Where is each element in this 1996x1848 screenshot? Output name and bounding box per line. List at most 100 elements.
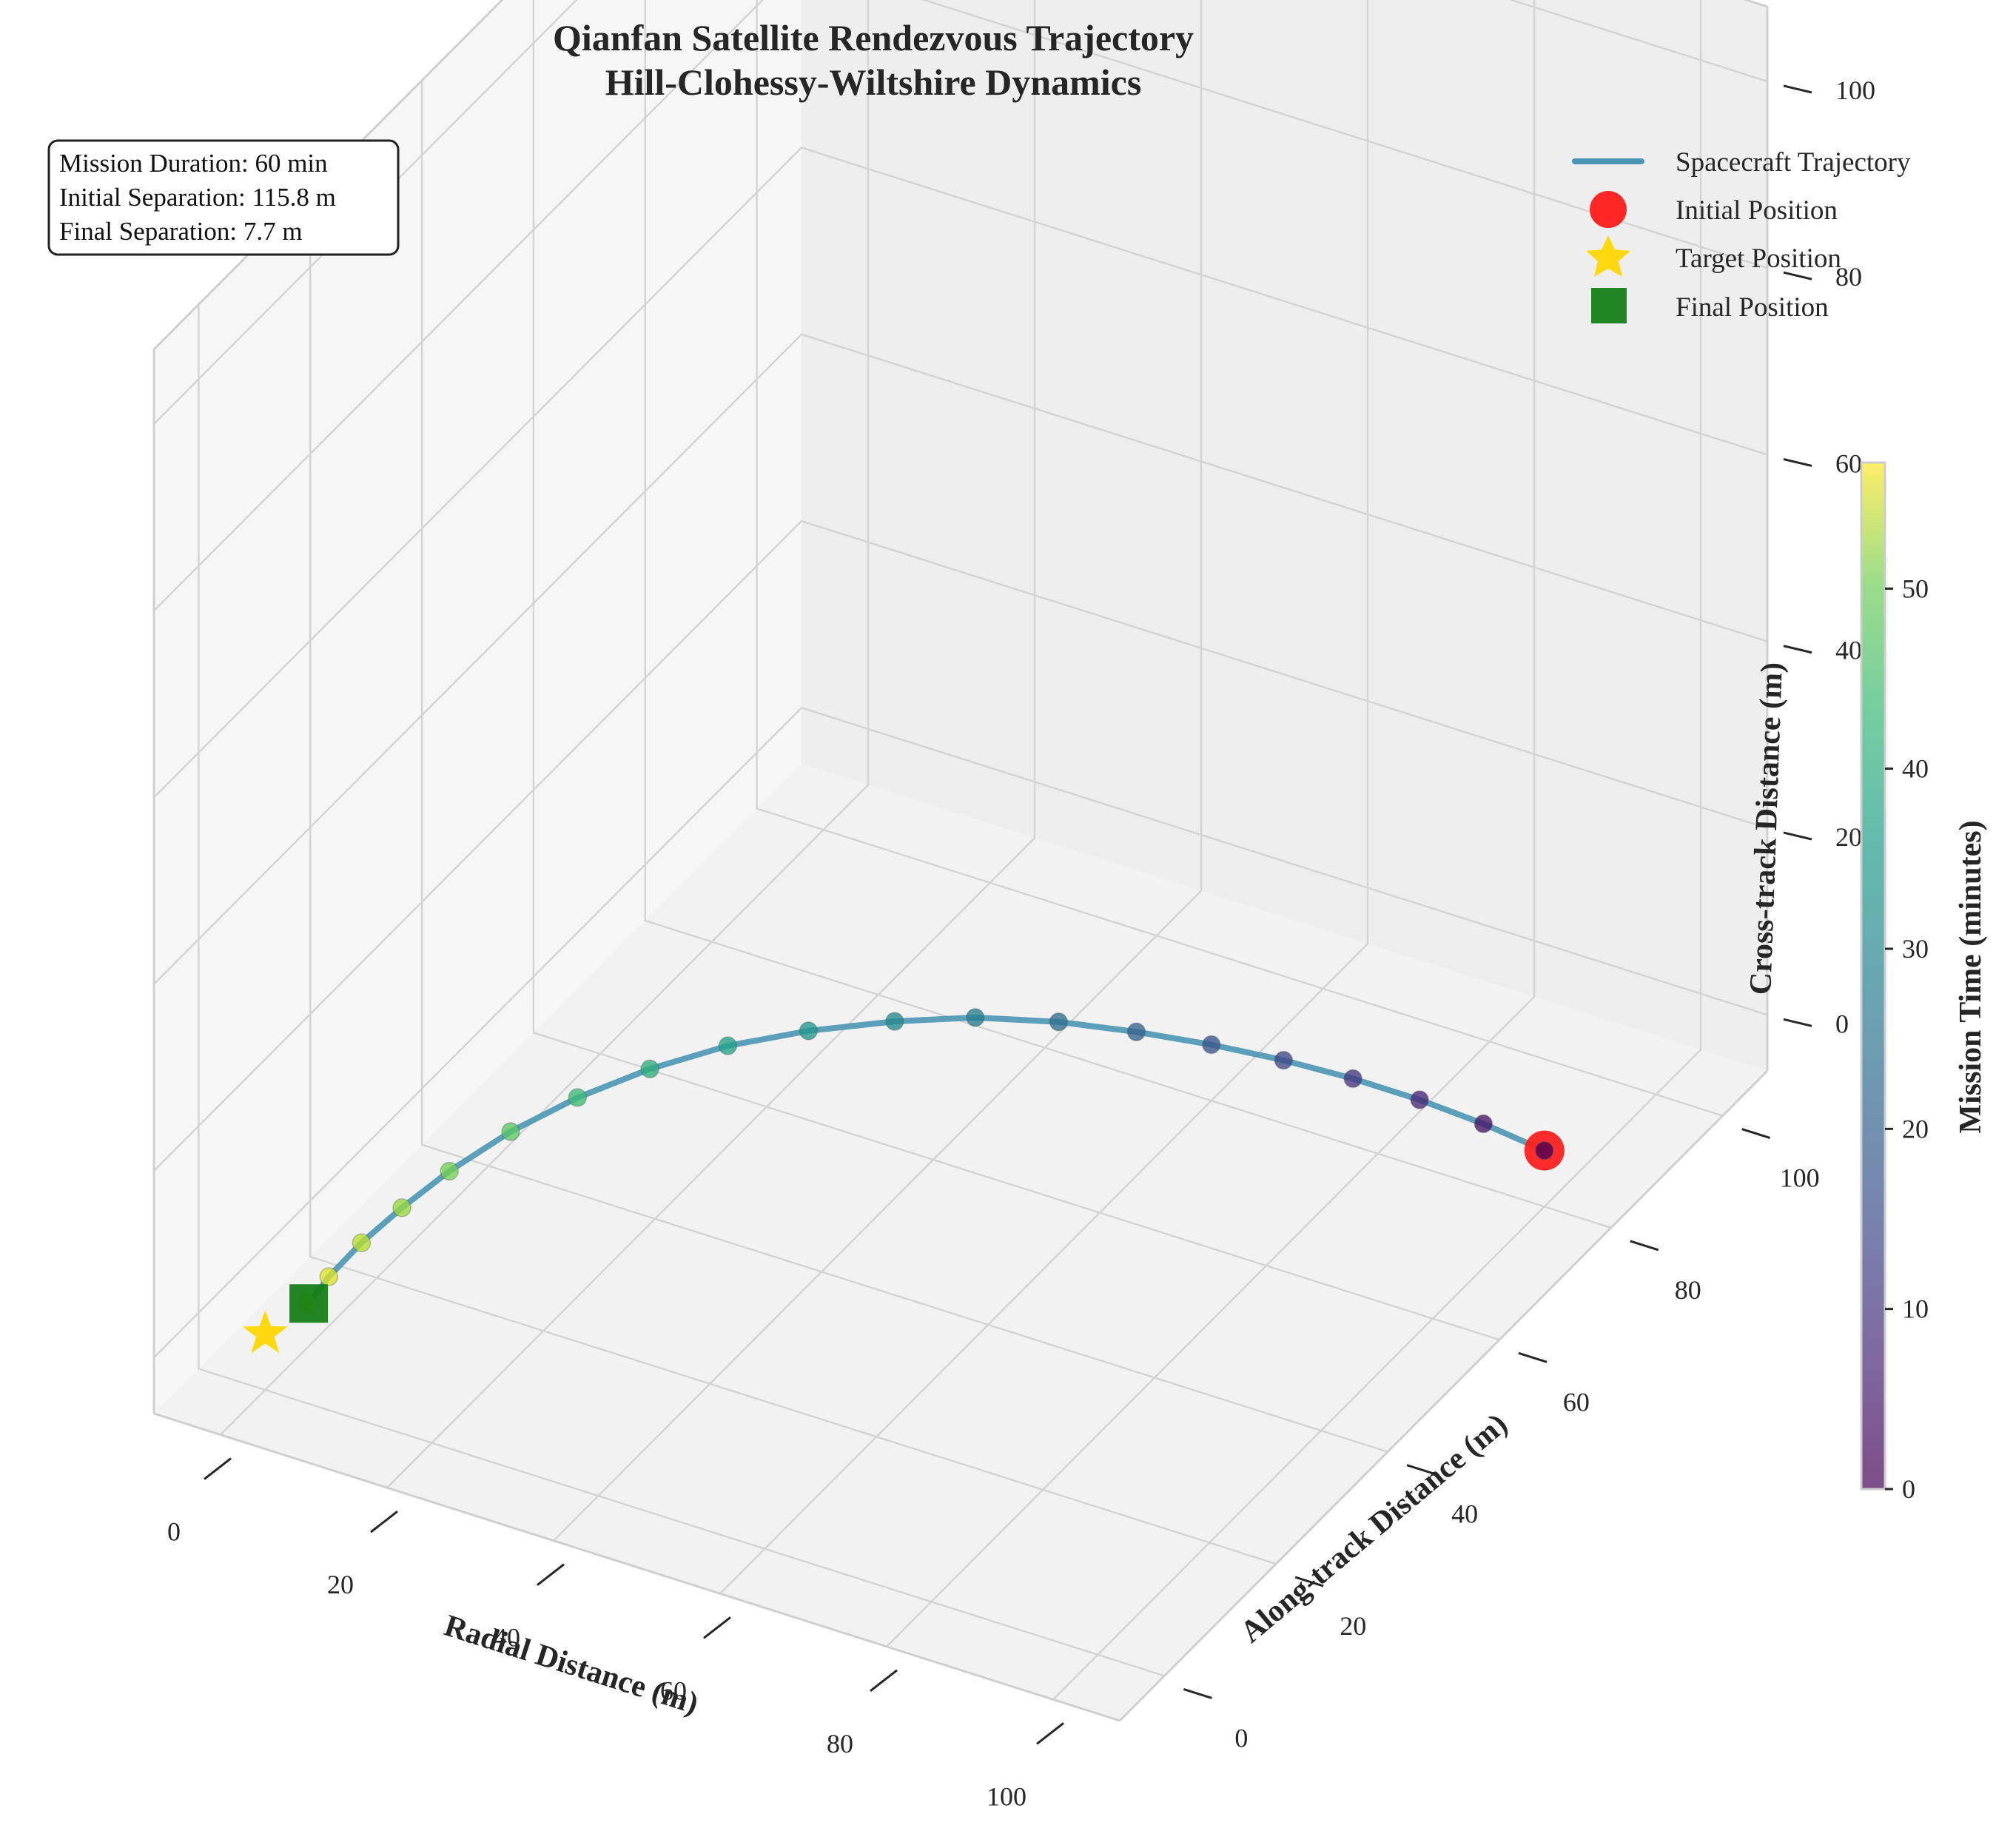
gridline-x [886,0,1536,1647]
gridline-x [220,0,870,1436]
x-tick-label: 0 [167,1517,181,1547]
time-sample-point [885,1012,904,1031]
z-tick-label: 20 [1835,822,1862,852]
info-line-final-separation: Final Separation: 7.7 m [59,217,303,246]
gridline-y [756,0,1724,1117]
z-tick [1783,84,1812,94]
info-box: Mission Duration: 60 min Initial Separat… [47,139,400,256]
left-wall-pane [154,0,802,1414]
y-tick [1518,1351,1548,1363]
gridline-z [153,0,1768,612]
colorbar-tick-label: 0 [1902,1474,1915,1504]
tick-marks [204,84,1812,1745]
legend-final-label: Final Position [1676,292,1829,323]
z-tick-label: 0 [1835,1009,1849,1038]
legend-initial-label: Initial Position [1676,195,1838,226]
gridline-y [309,192,1277,1565]
z-tick-label: 100 [1835,75,1875,105]
x-tick-label: 80 [827,1729,853,1758]
time-sample-point [1126,1022,1146,1042]
x-tick-label: 100 [987,1781,1026,1811]
back-wall-pane [802,0,1767,1071]
y-tick-label: 40 [1451,1499,1478,1529]
x-axis-label: Radial Distance (m) [440,1609,702,1721]
y-tick [1406,1464,1436,1476]
colorbar-ticks: 0 10 20 30 40 50 [1885,574,1929,1504]
time-sample-point [1474,1114,1493,1134]
y-tick-label: 60 [1563,1387,1590,1417]
time-sample-point [392,1198,411,1217]
x-tick-label: 40 [494,1623,520,1653]
data-layer [242,1008,1565,1354]
time-sample-point [568,1088,588,1107]
chart-title-line-2: Hill-Clohessy-Wiltshire Dynamics [605,61,1142,103]
y-tick [1741,1128,1771,1139]
gridline-z [153,706,1768,1359]
x-tick-label: 20 [327,1570,354,1599]
gridline-x [1052,0,1702,1701]
y-tick [1630,1240,1659,1251]
gridline-y [532,0,1500,1341]
info-line-initial-separation: Initial Separation: 115.8 m [59,183,336,212]
y-tick-label: 0 [1234,1723,1248,1753]
z-tick [1783,458,1812,467]
z-tick [1783,271,1812,280]
time-sample-point [718,1036,738,1055]
x-tick-label: 60 [660,1676,687,1705]
time-sample-point [352,1233,372,1253]
legend: Spacecraft Trajectory Initial Position T… [1572,147,1911,323]
time-sample-point [1274,1050,1294,1070]
x-axis-line [153,1412,1120,1722]
time-sample-point [1410,1090,1429,1109]
gridline-y [420,80,1388,1453]
x-tick [204,1457,232,1480]
gridline-z [153,147,1768,799]
trajectory-line [306,1014,1548,1307]
z-tick [1783,1018,1812,1027]
time-sample-point [1202,1035,1221,1055]
final-position-marker [289,1284,329,1323]
time-sample-point [640,1059,659,1079]
legend-target-swatch [1586,235,1630,277]
z-tick-label: 60 [1835,448,1862,478]
colorbar-gradient [1860,461,1886,1491]
colorbar-label: Mission Time (minutes) [1954,820,1988,1133]
y-tick [1294,1576,1324,1587]
colorbar-tick-label: 10 [1902,1294,1929,1324]
colorbar-tick-label: 40 [1902,754,1929,784]
gridline-x [386,0,1036,1489]
gridline-y [644,0,1612,1229]
y-tick [1183,1688,1212,1699]
gridline-x [719,0,1369,1595]
z-tick [1783,645,1812,654]
colorbar: 0 10 20 30 40 50 Mission Time (minutes) [1860,461,1988,1504]
legend-target-label: Target Position [1676,243,1841,274]
x-tick [1036,1722,1064,1745]
z-tick-label: 80 [1835,262,1862,292]
legend-final-swatch [1591,288,1627,323]
target-position-marker [242,1310,288,1354]
time-sample-point [1049,1012,1069,1032]
time-sample-point [1535,1140,1554,1160]
floor-pane [154,764,1767,1721]
x-tick [370,1510,398,1533]
time-sample-point [319,1267,339,1286]
chart-title-line-1: Qianfan Satellite Rendezvous Trajectory [553,17,1194,58]
y-tick-label: 100 [1780,1163,1820,1193]
gridline-x [553,0,1203,1542]
z-tick-label: 40 [1835,636,1862,665]
gridlines [153,0,1768,1701]
x-tick [703,1616,731,1639]
time-sample-point [440,1161,459,1181]
info-line-duration: Mission Duration: 60 min [59,149,328,178]
y-tick-label: 20 [1340,1611,1366,1641]
gridline-z [153,333,1768,985]
tick-labels: 0 20 40 60 80 100 0 20 40 60 80 100 0 20 40 60 80 100 [167,75,1875,1811]
time-sample-point [966,1008,985,1027]
z-tick [1783,831,1812,841]
gridline-z [153,520,1768,1172]
y-axis-line [1118,1069,1769,1722]
colorbar-tick-label: 50 [1902,574,1929,603]
colorbar-tick-label: 30 [1902,934,1929,964]
